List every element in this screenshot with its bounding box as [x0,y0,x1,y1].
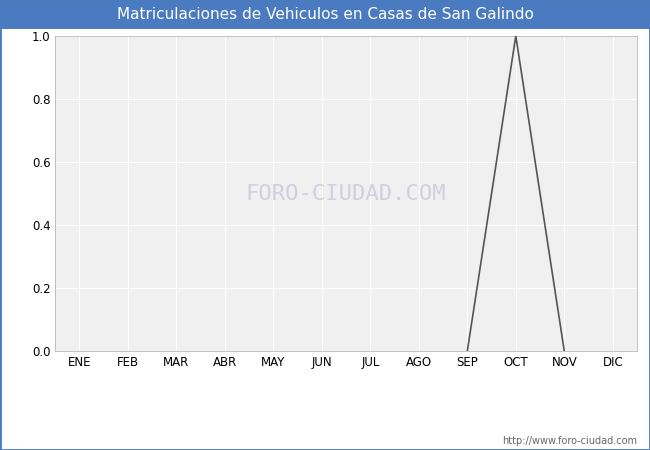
Text: http://www.foro-ciudad.com: http://www.foro-ciudad.com [502,436,637,446]
Text: Matriculaciones de Vehiculos en Casas de San Galindo: Matriculaciones de Vehiculos en Casas de… [116,7,534,22]
Text: FORO-CIUDAD.COM: FORO-CIUDAD.COM [246,184,447,203]
